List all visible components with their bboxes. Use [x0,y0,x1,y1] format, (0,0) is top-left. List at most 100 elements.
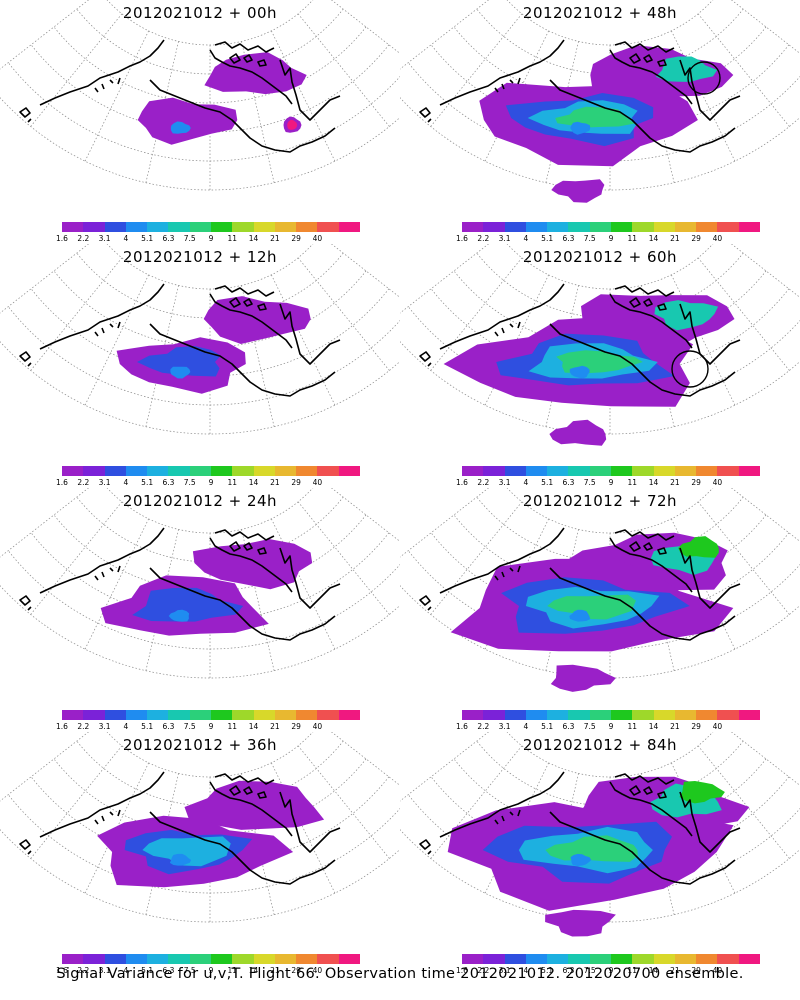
colorbar-label: 1.6 [456,478,468,487]
colorbar-labels: 1.6 2.2 3.1 4 5.1 6.3 7.5 9 11 14 21 29 40 [456,234,760,244]
colorbar-labels: 1.6 2.2 3.1 4 5.1 6.3 7.5 9 11 14 21 29 40 [56,722,360,732]
colorbar-swatch [653,222,675,232]
colorbar-swatch [589,710,611,720]
colorbar-label: 5.1 [541,234,554,243]
coastline [19,39,341,153]
colorbar-label: 4 [523,966,529,975]
colorbar-label: 29 [691,478,701,487]
panel-title: 2012021012 + 60h [522,248,678,266]
panel-title: 2012021012 + 24h [122,492,278,510]
colorbar-label: 21 [270,722,280,731]
colorbar [62,954,360,964]
colorbar-swatch [210,222,233,232]
colorbar-label: 40 [712,234,723,243]
colorbar-label: 3.1 [498,722,511,731]
colorbar-label: 7.5 [183,478,196,487]
colorbar-label: 5.1 [141,722,154,731]
map-panel: 2012021012 + 24h 1.6 2.2 3.1 4 5.1 6.3 7.5 9 11 14… [0,488,400,732]
colorbar-swatch [738,710,760,720]
colorbar-label: 5.1 [541,722,554,731]
colorbar-label: 4 [123,722,129,731]
colorbar-swatch [717,466,739,476]
map-panel: 2012021012 + 00h 1.6 2.2 3.1 4 5.1 6.3 7.5 9 11 14… [0,0,400,244]
colorbar-swatch [674,466,697,476]
colorbar-swatch [632,466,654,476]
colorbar-swatch [674,710,697,720]
colorbar-label: 40 [712,478,723,487]
colorbar [462,954,760,964]
colorbar-labels: 1.6 2.2 3.1 4 5.1 6.3 7.5 9 11 14 21 29 40 [456,722,760,732]
colorbar [462,466,760,476]
colorbar-label: 11 [227,478,238,487]
colorbar [462,222,760,232]
colorbar-swatch [83,710,105,720]
colorbar-label: 5.1 [141,478,154,487]
colorbar-swatch [147,466,169,476]
colorbar-label: 11 [227,722,238,731]
variance-map [0,0,400,191]
colorbar-swatch [104,466,126,476]
colorbar-label: 29 [691,966,701,975]
colorbar-swatch [253,466,275,476]
colorbar-swatch [274,466,297,476]
colorbar-swatch [547,954,569,964]
colorbar-swatch [189,954,211,964]
colorbar-label: 6.3 [562,722,575,731]
coastline [419,39,741,153]
colorbar-label: 4 [523,234,529,243]
coastline [19,527,341,641]
colorbar-swatch [189,710,211,720]
colorbar-swatch [168,466,190,476]
colorbar-label: 1.6 [456,722,468,731]
colorbar-swatch [738,222,760,232]
colorbar-label: 7.5 [583,722,596,731]
colorbar-swatch [232,466,254,476]
colorbar-swatch [610,710,633,720]
colorbar-label: 2.2 [477,722,490,731]
colorbar-swatch [232,710,254,720]
colorbar-swatch [296,710,318,720]
colorbar-label: 9 [208,234,214,243]
colorbar-labels: 1.6 2.2 3.1 4 5.1 6.3 7.5 9 11 14 21 29 40 [456,478,760,488]
colorbar-swatch [674,222,697,232]
figure-caption: Signal Variance for u,v,T. Flight 66. Ob… [56,966,744,982]
colorbar-swatch [462,466,484,476]
colorbar-label: 1.6 [56,234,68,243]
variance-field [100,539,313,636]
colorbar-swatch [653,710,675,720]
colorbar-label: 9 [608,722,614,731]
colorbar-swatch [738,466,760,476]
colorbar-swatch [717,222,739,232]
colorbar-swatch [589,466,611,476]
colorbar-label: 14 [248,478,259,487]
variance-field [447,776,750,937]
colorbar-swatch [568,954,590,964]
colorbar-label: 4 [123,966,129,975]
colorbar-swatch [168,954,190,964]
colorbar-swatch [274,222,297,232]
colorbar-label: 4 [123,234,129,243]
colorbar-swatch [83,222,105,232]
colorbar [62,466,360,476]
colorbar-swatch [147,954,169,964]
colorbar-swatch [83,466,105,476]
colorbar-label: 9 [608,234,614,243]
colorbar [62,222,360,232]
colorbar-swatch [525,954,548,964]
colorbar-swatch [483,466,505,476]
colorbar-swatch [296,466,318,476]
variance-map [400,0,800,203]
colorbar-label: 7.5 [583,478,596,487]
colorbar-swatch [147,710,169,720]
colorbar-label: 5.1 [541,478,554,487]
colorbar-label: 3.1 [98,478,111,487]
colorbar-swatch [83,954,105,964]
colorbar-label: 40 [312,478,323,487]
colorbar-label: 14 [648,966,659,975]
colorbar-label: 2.2 [77,478,90,487]
variance-map [0,488,400,679]
coastline [419,283,741,397]
map-panel: 2012021012 + 84h 1.6 2.2 3.1 4 5.1 6.3 7.5 9 11 14… [400,732,800,976]
colorbar-swatch [525,710,548,720]
colorbar-swatch [125,222,148,232]
